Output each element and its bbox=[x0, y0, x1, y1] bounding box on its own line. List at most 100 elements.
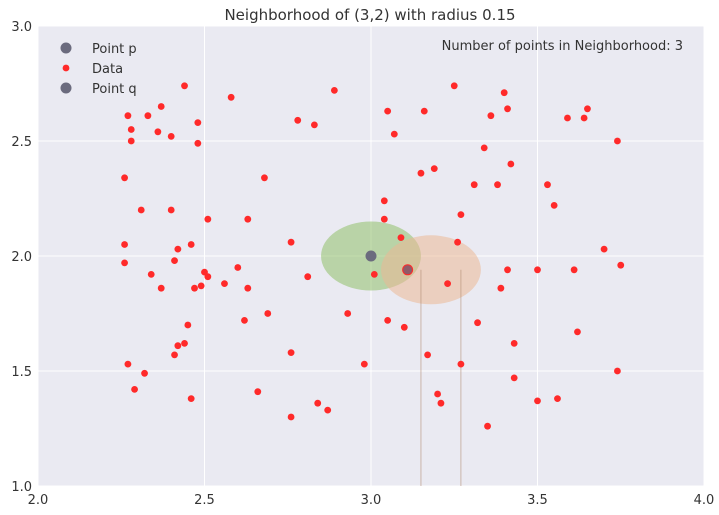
data-point bbox=[380, 197, 388, 205]
data-point bbox=[147, 271, 155, 278]
legend-label: Point q bbox=[92, 82, 137, 97]
x-tick-label: 3.0 bbox=[361, 493, 382, 508]
data-point bbox=[324, 406, 332, 414]
data-point bbox=[544, 181, 551, 189]
data-point bbox=[121, 241, 128, 248]
data-point bbox=[124, 112, 132, 120]
data-point bbox=[457, 360, 465, 368]
data-point bbox=[534, 397, 541, 405]
legend-marker bbox=[60, 42, 72, 54]
highlighted-points bbox=[365, 250, 414, 276]
data-point bbox=[457, 211, 465, 219]
y-tick-label: 3.0 bbox=[11, 20, 32, 35]
data-point bbox=[287, 238, 295, 246]
data-point bbox=[434, 390, 441, 398]
data-point bbox=[194, 139, 202, 147]
data-point bbox=[494, 181, 501, 189]
data-point bbox=[444, 280, 451, 287]
data-point bbox=[187, 241, 195, 248]
data-point bbox=[184, 321, 192, 329]
point-p bbox=[365, 250, 377, 262]
guide-lines bbox=[420, 269, 462, 486]
data-point bbox=[304, 273, 312, 281]
data-point bbox=[157, 284, 165, 292]
data-point bbox=[154, 128, 162, 136]
data-point bbox=[600, 245, 608, 253]
data-point bbox=[417, 169, 425, 177]
data-point bbox=[181, 340, 188, 347]
data-point bbox=[121, 174, 128, 182]
data-point bbox=[550, 202, 558, 209]
data-point bbox=[617, 261, 625, 269]
data-point bbox=[204, 273, 212, 281]
data-point bbox=[227, 93, 235, 101]
data-point bbox=[360, 360, 368, 368]
data-point bbox=[141, 369, 148, 377]
data-point bbox=[614, 137, 621, 145]
data-point bbox=[124, 360, 132, 368]
data-point bbox=[450, 82, 458, 90]
data-point bbox=[437, 399, 445, 407]
data-point bbox=[174, 245, 182, 253]
x-tick-label: 2.5 bbox=[194, 493, 215, 508]
data-point bbox=[187, 395, 195, 402]
data-point bbox=[127, 126, 135, 133]
data-point bbox=[144, 112, 152, 120]
neighborhood-count-annotation: Number of points in Neighborhood: 3 bbox=[442, 39, 683, 54]
legend: Point p Data Point q bbox=[60, 42, 137, 97]
data-point bbox=[330, 87, 338, 94]
legend-label: Point p bbox=[92, 42, 137, 57]
data-point bbox=[614, 367, 621, 375]
data-point bbox=[194, 119, 202, 126]
data-point bbox=[497, 284, 505, 292]
data-point bbox=[121, 259, 128, 267]
data-point bbox=[580, 114, 588, 122]
data-point bbox=[397, 234, 405, 242]
data-point bbox=[254, 388, 262, 396]
data-point bbox=[264, 310, 272, 317]
y-tick-label: 1.0 bbox=[11, 480, 32, 495]
data-point bbox=[430, 165, 438, 173]
data-point bbox=[507, 160, 515, 168]
data-point bbox=[294, 116, 302, 124]
data-point bbox=[470, 181, 478, 189]
data-point bbox=[504, 105, 511, 113]
data-point bbox=[234, 264, 242, 271]
data-point bbox=[480, 144, 488, 152]
data-point bbox=[584, 105, 591, 113]
data-point bbox=[380, 215, 388, 223]
y-tick-label: 2.5 bbox=[11, 135, 32, 150]
data-points bbox=[121, 82, 625, 430]
neighborhood-q-circle bbox=[380, 235, 481, 305]
data-point bbox=[570, 266, 578, 274]
y-tick-label: 2.0 bbox=[11, 250, 32, 265]
data-point bbox=[221, 280, 228, 287]
data-point bbox=[510, 340, 518, 347]
data-point bbox=[204, 215, 212, 223]
data-point bbox=[564, 114, 571, 122]
data-point bbox=[384, 317, 392, 324]
legend-marker bbox=[62, 64, 70, 72]
data-point bbox=[487, 112, 495, 120]
data-point bbox=[504, 266, 511, 274]
data-point bbox=[344, 310, 352, 317]
x-tick-label: 3.5 bbox=[527, 493, 548, 508]
data-point bbox=[167, 133, 175, 140]
data-point bbox=[181, 82, 188, 90]
data-point bbox=[310, 121, 318, 129]
data-point bbox=[384, 107, 392, 115]
data-point bbox=[400, 323, 408, 331]
data-point bbox=[174, 342, 182, 350]
data-point bbox=[171, 351, 178, 359]
data-point bbox=[474, 319, 481, 327]
data-point bbox=[127, 137, 135, 145]
legend-marker bbox=[60, 82, 72, 94]
data-point bbox=[390, 130, 398, 138]
data-point bbox=[424, 351, 432, 359]
data-point bbox=[167, 206, 175, 214]
x-tick-label: 2.0 bbox=[28, 493, 49, 508]
data-point bbox=[554, 395, 561, 402]
data-point bbox=[171, 257, 178, 264]
data-point bbox=[244, 284, 252, 292]
